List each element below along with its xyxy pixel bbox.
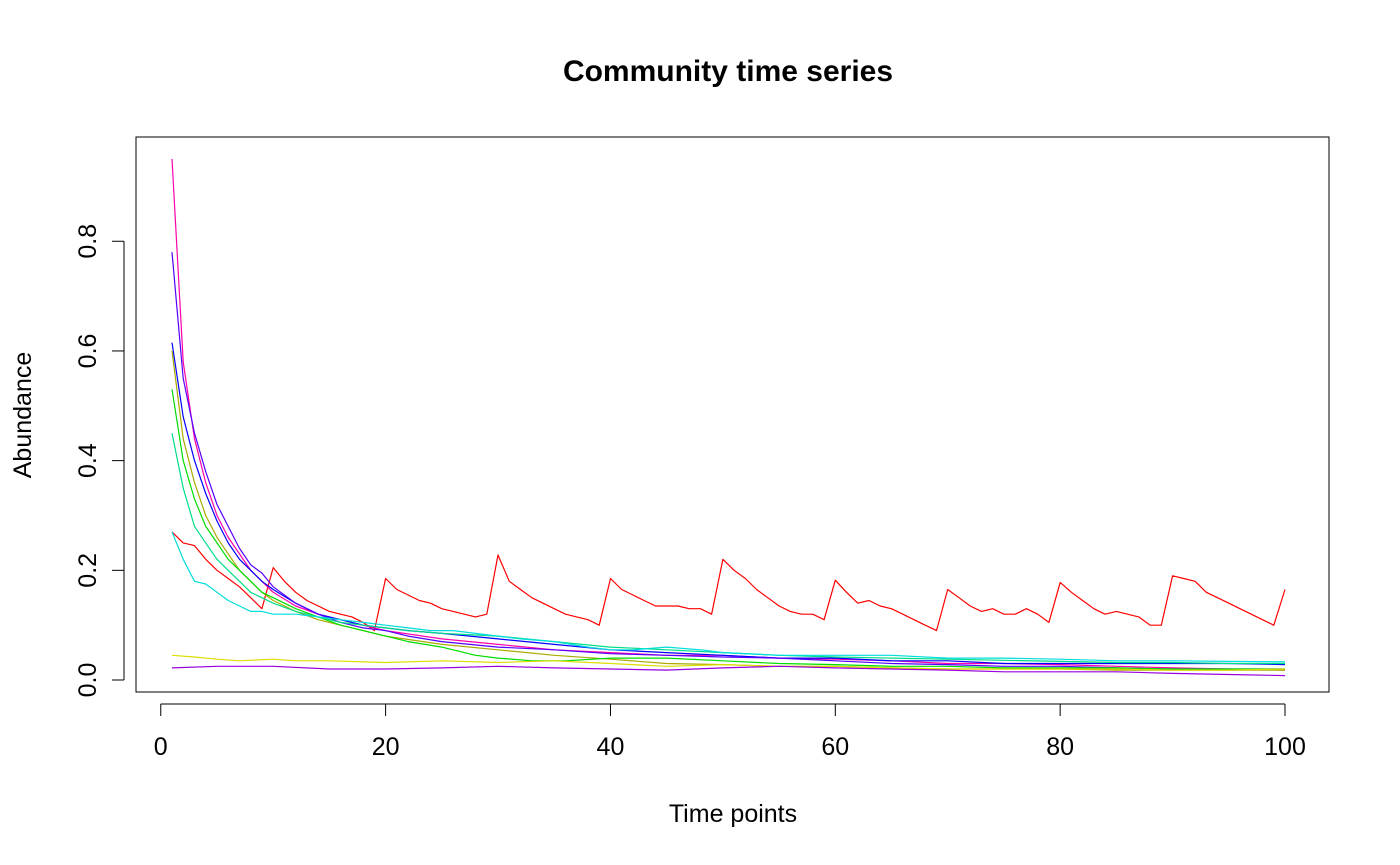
series-line-9 — [171, 654, 1286, 671]
series-line-2 — [171, 158, 1286, 671]
y-tick-label: 0.4 — [74, 443, 102, 478]
series-line-3 — [171, 342, 1286, 666]
x-axis: 0 20 40 60 80 100 — [154, 703, 1306, 761]
series-line-10 — [171, 665, 1286, 677]
series-line-4 — [171, 252, 1285, 670]
x-tick-label: 60 — [821, 733, 849, 761]
y-axis-label: Abundance — [9, 352, 37, 479]
series-line-1 — [171, 531, 1286, 632]
y-tick-label: 0.2 — [74, 553, 102, 588]
y-tick-label: 0.0 — [74, 663, 102, 698]
series-line-8 — [171, 531, 1286, 663]
y-axis: 0.0 0.2 0.4 0.6 0.8 — [74, 224, 125, 698]
y-tick-label: 0.6 — [74, 334, 102, 369]
chart-title: Community time series — [563, 55, 893, 88]
x-tick-label: 80 — [1046, 733, 1074, 761]
x-tick-label: 0 — [154, 733, 168, 761]
series-lines — [171, 158, 1286, 677]
x-tick-label: 40 — [597, 733, 625, 761]
x-tick-label: 20 — [372, 733, 400, 761]
series-line-7 — [171, 433, 1285, 665]
y-tick-label: 0.8 — [74, 224, 102, 259]
series-line-6 — [171, 389, 1285, 670]
x-tick-label: 100 — [1264, 733, 1306, 761]
x-axis-label: Time points — [669, 800, 797, 828]
plot-box — [135, 136, 1330, 693]
